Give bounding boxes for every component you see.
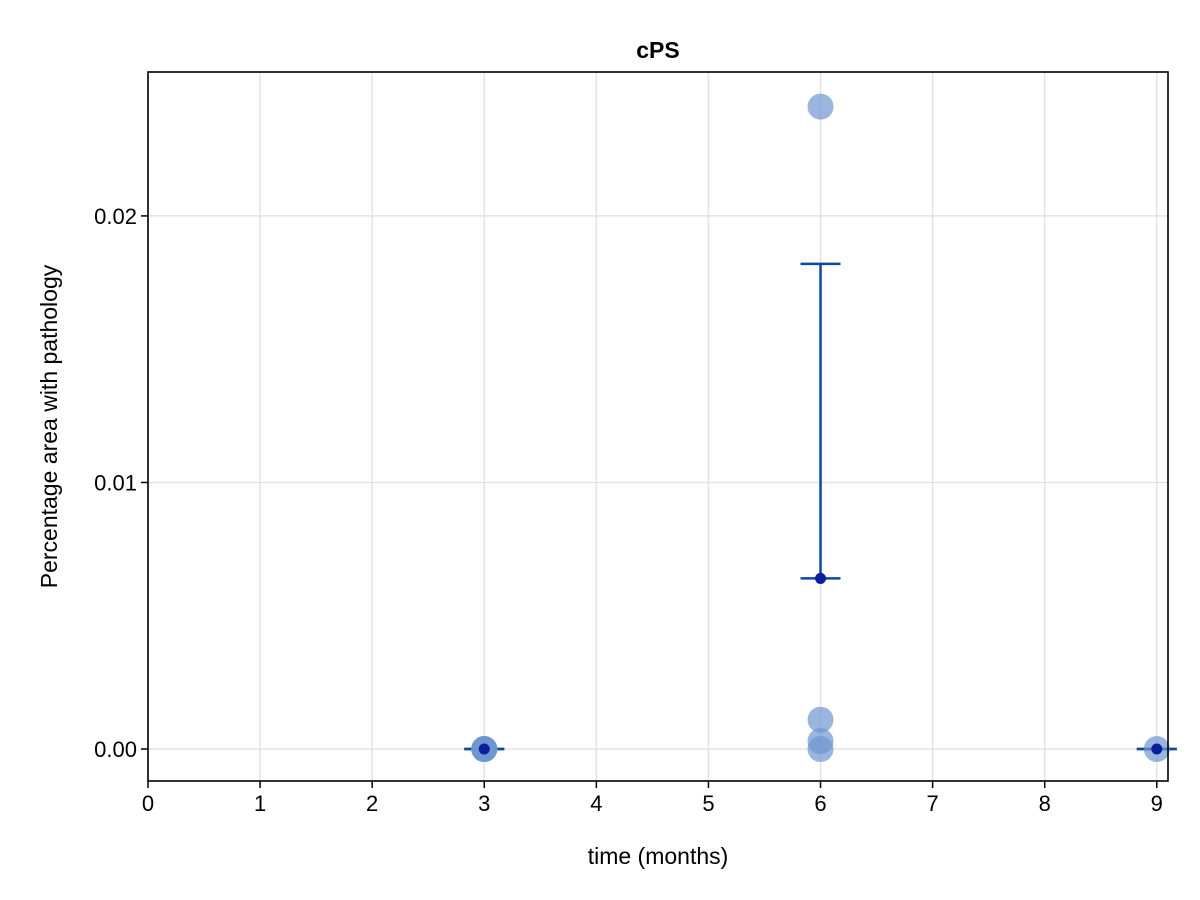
y-axis-label: Percentage area with pathology (36, 264, 62, 588)
x-tick-label: 9 (1151, 791, 1163, 816)
y-tick-label: 0.02 (94, 204, 137, 229)
x-tick-label: 2 (366, 791, 378, 816)
plot-frame (147, 71, 1169, 782)
mean-marker (478, 743, 490, 755)
x-tick-label: 0 (142, 791, 154, 816)
x-tick-label: 3 (478, 791, 490, 816)
x-tick-label: 5 (702, 791, 714, 816)
x-axis-label: time (months) (588, 843, 729, 869)
x-tick-label: 1 (254, 791, 266, 816)
x-tick-label: 4 (590, 791, 602, 816)
grid (147, 72, 1168, 781)
x-tick-label: 8 (1039, 791, 1051, 816)
y-tick-label: 0.01 (94, 470, 137, 495)
data-point (807, 706, 834, 733)
ticks: 0 1 2 3 4 5 6 7 8 9 0.00 0.01 0.02 (94, 204, 1163, 816)
data-point (807, 736, 834, 763)
x-tick-label: 6 (814, 791, 826, 816)
x-tick-label: 7 (926, 791, 938, 816)
data-point (807, 93, 834, 120)
chart-title: cPS (636, 37, 679, 63)
y-tick-label: 0.00 (94, 737, 137, 762)
mean-marker (815, 572, 827, 584)
mean-markers (478, 572, 1163, 755)
mean-marker (1151, 743, 1163, 755)
